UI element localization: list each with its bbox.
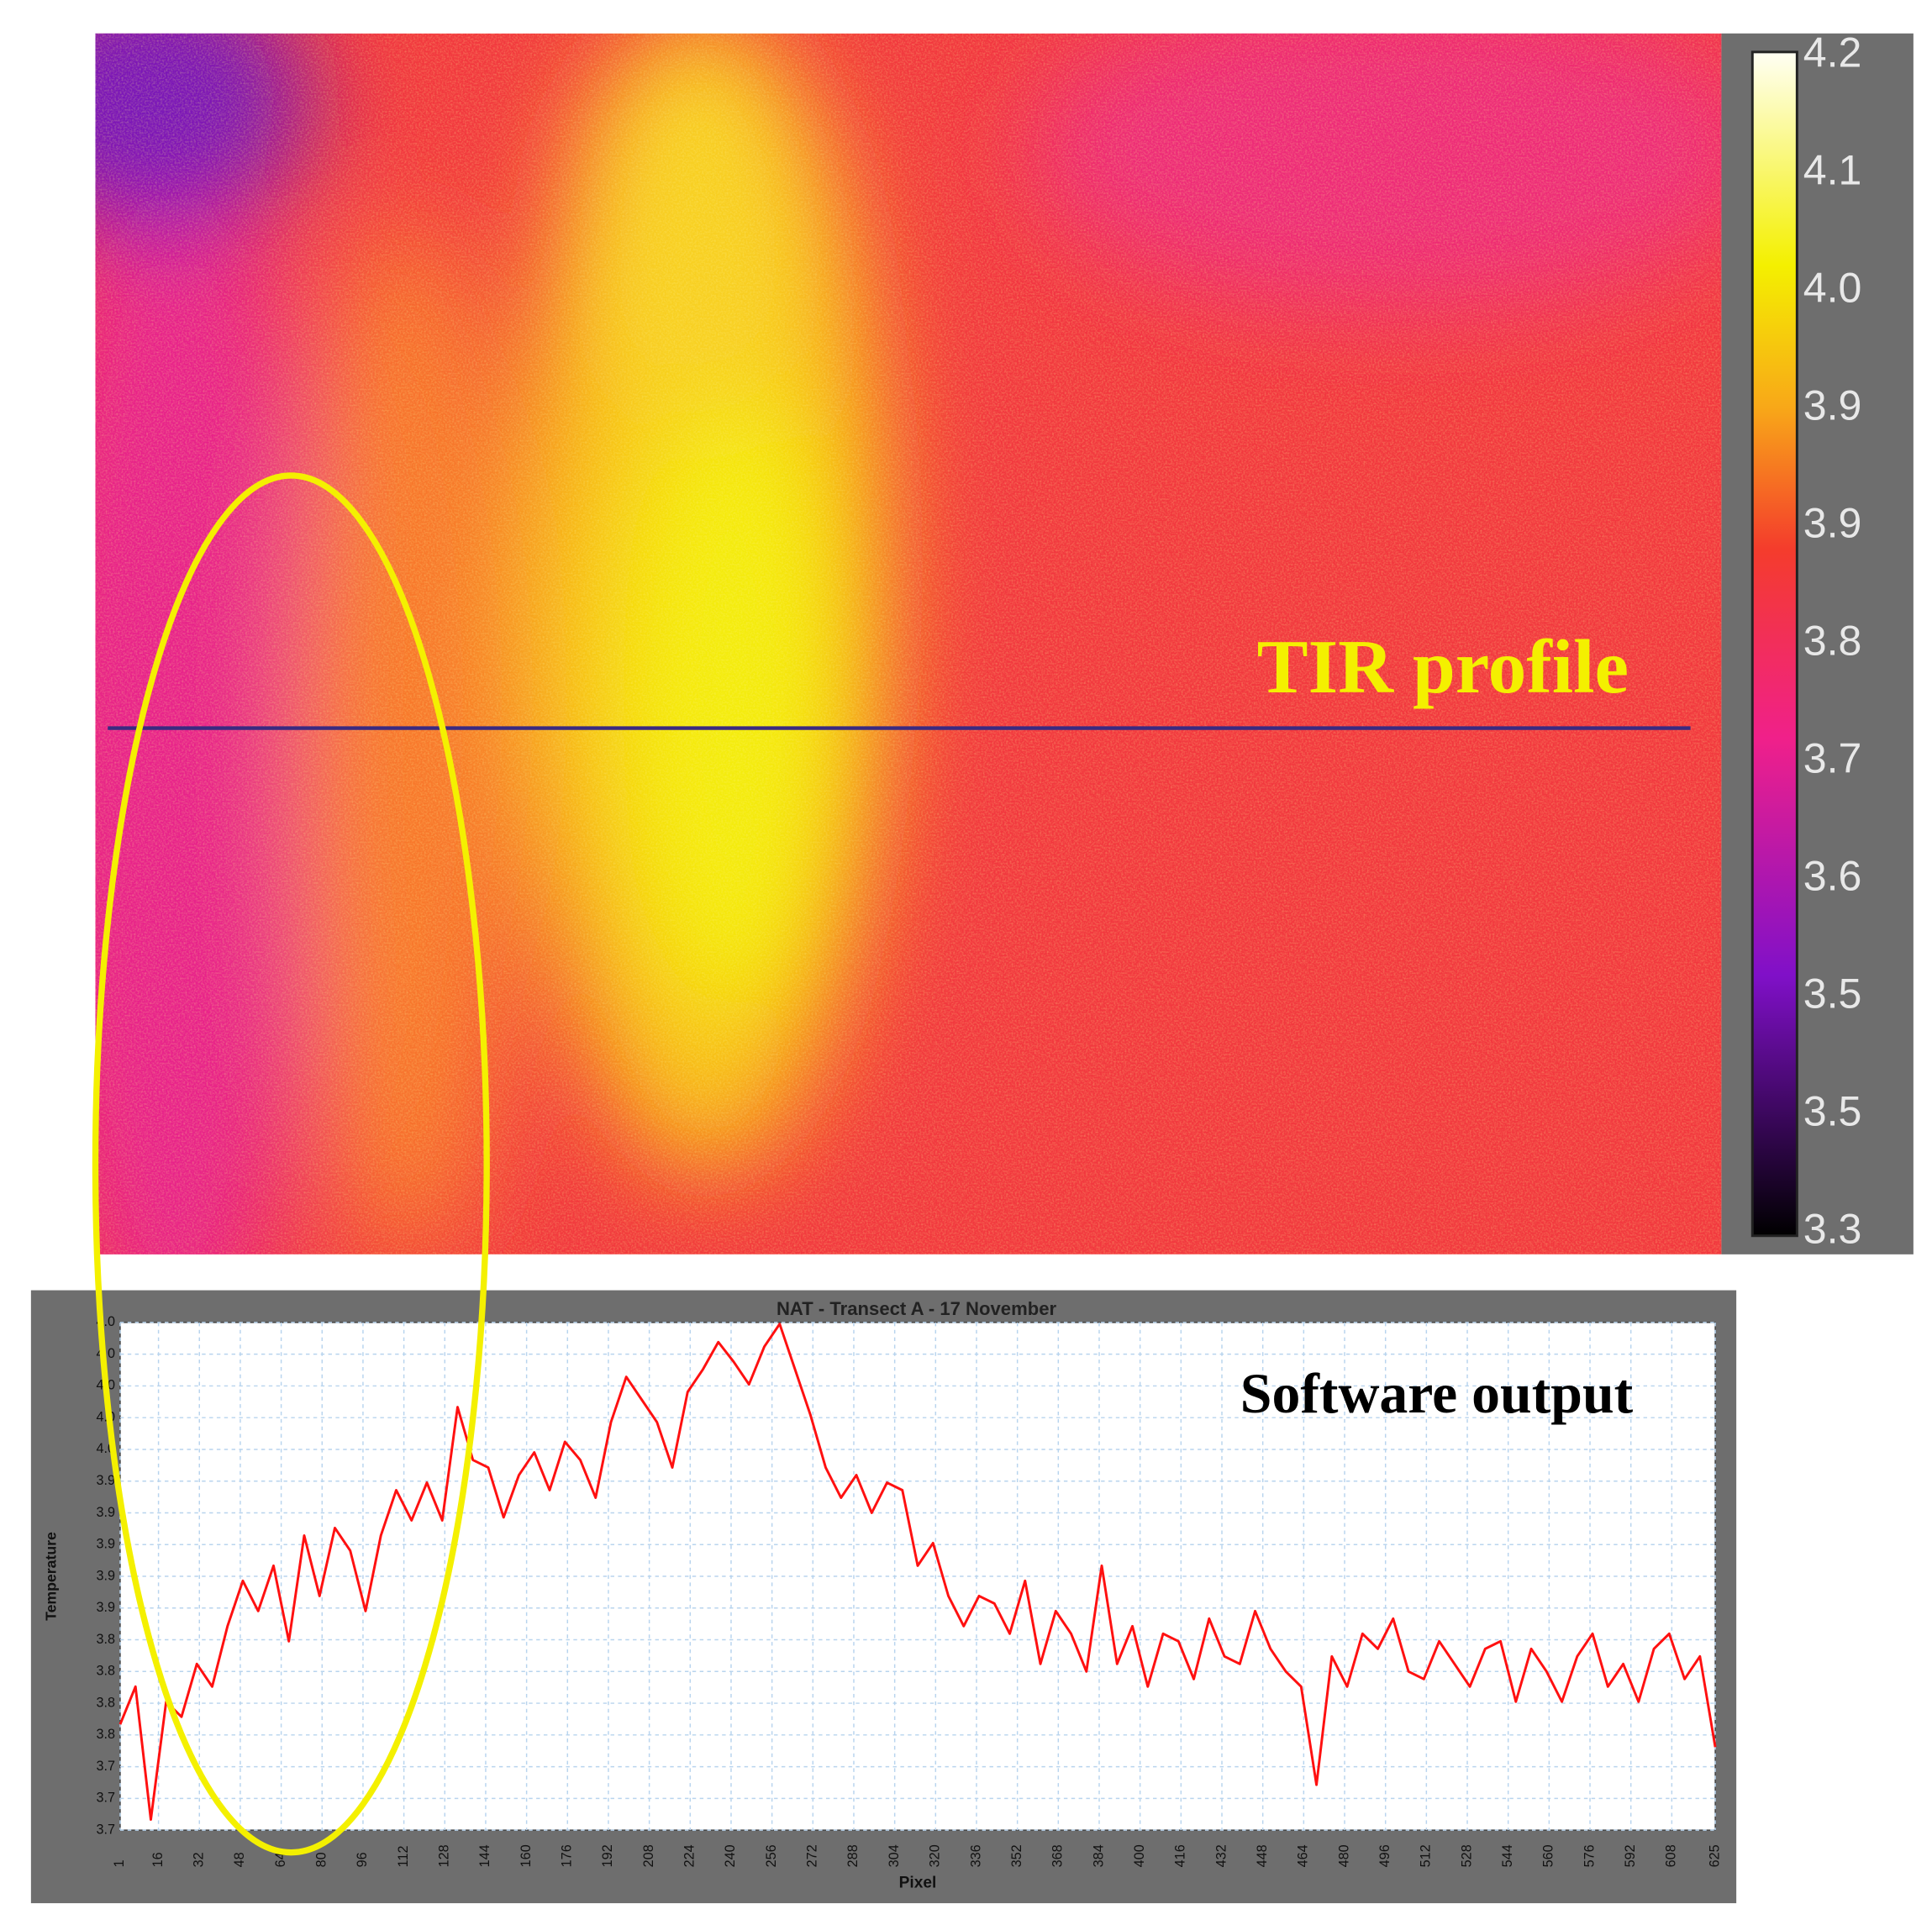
x-tick-label: 1 bbox=[112, 1859, 127, 1867]
colorbar-label: 3.9 bbox=[1803, 382, 1862, 429]
y-tick-label: 3.8 bbox=[97, 1695, 116, 1710]
x-tick-label: 625 bbox=[1707, 1844, 1722, 1867]
x-tick-label: 96 bbox=[355, 1852, 370, 1867]
x-tick-label: 576 bbox=[1582, 1844, 1597, 1867]
colorbar bbox=[1750, 50, 1798, 1238]
x-tick-label: 80 bbox=[314, 1852, 329, 1867]
x-tick-label: 352 bbox=[1009, 1844, 1024, 1867]
x-tick-label: 256 bbox=[764, 1844, 779, 1867]
colorbar-label: 3.3 bbox=[1803, 1206, 1862, 1253]
colorbar-label: 3.5 bbox=[1803, 970, 1862, 1018]
x-tick-label: 464 bbox=[1296, 1844, 1311, 1867]
x-tick-label: 400 bbox=[1132, 1844, 1147, 1867]
image-noise bbox=[95, 33, 1722, 1254]
colorbar-label: 3.5 bbox=[1803, 1088, 1862, 1135]
colorbar-label: 4.2 bbox=[1803, 29, 1862, 76]
x-tick-label: 304 bbox=[887, 1844, 902, 1867]
x-tick-label: 512 bbox=[1419, 1844, 1434, 1867]
x-tick-label: 176 bbox=[560, 1844, 575, 1867]
y-tick-label: 3.9 bbox=[97, 1568, 116, 1583]
y-tick-label: 3.9 bbox=[97, 1537, 116, 1552]
x-tick-label: 128 bbox=[437, 1844, 452, 1867]
colorbar-labels: 4.2 4.1 4.0 3.9 3.9 3.8 3.7 3.6 3.5 3.5 3.3 bbox=[1803, 29, 1862, 1253]
colorbar-label: 3.6 bbox=[1803, 853, 1862, 900]
chart-title: NAT - Transect A - 17 November bbox=[776, 1298, 1057, 1319]
x-tick-label: 608 bbox=[1664, 1844, 1679, 1867]
x-tick-label: 240 bbox=[723, 1844, 738, 1867]
colorbar-label: 3.7 bbox=[1803, 735, 1862, 782]
y-tick-label: 3.8 bbox=[97, 1664, 116, 1679]
x-tick-label: 320 bbox=[928, 1844, 943, 1867]
x-tick-label: 544 bbox=[1500, 1844, 1515, 1867]
colorbar-label: 4.0 bbox=[1803, 265, 1862, 312]
y-tick-label: 3.9 bbox=[97, 1505, 116, 1520]
x-tick-label: 480 bbox=[1336, 1844, 1351, 1867]
x-tick-label: 272 bbox=[805, 1844, 820, 1867]
y-tick-label: 3.7 bbox=[97, 1759, 116, 1774]
software-annotation: Software output bbox=[1240, 1362, 1634, 1425]
x-tick-label: 208 bbox=[641, 1844, 656, 1867]
x-tick-label: 160 bbox=[519, 1844, 534, 1867]
x-tick-label: 336 bbox=[968, 1844, 983, 1867]
x-tick-label: 560 bbox=[1541, 1844, 1556, 1867]
tir-annotation: TIR profile bbox=[1257, 624, 1629, 709]
y-tick-label: 3.7 bbox=[97, 1822, 116, 1837]
y-tick-label: 3.9 bbox=[97, 1600, 116, 1615]
colorbar-label: 3.8 bbox=[1803, 618, 1862, 665]
x-tick-label: 528 bbox=[1459, 1844, 1474, 1867]
x-axis-label: Pixel bbox=[899, 1875, 937, 1892]
y-tick-label: 3.8 bbox=[97, 1632, 116, 1647]
y-tick-label: 3.9 bbox=[97, 1473, 116, 1488]
x-tick-label: 416 bbox=[1173, 1844, 1188, 1867]
x-tick-label: 368 bbox=[1050, 1844, 1066, 1867]
x-tick-label: 48 bbox=[232, 1852, 247, 1867]
x-tick-label: 384 bbox=[1091, 1844, 1106, 1867]
x-tick-label: 192 bbox=[600, 1844, 615, 1867]
plot: 3.73.73.73.83.83.83.83.93.93.93.93.94.04… bbox=[97, 1314, 1723, 1867]
x-tick-label: 144 bbox=[477, 1844, 492, 1867]
x-tick-label: 64 bbox=[273, 1852, 288, 1867]
thermal-image: TIR profile bbox=[95, 33, 1722, 1254]
y-tick-label: 3.7 bbox=[97, 1791, 116, 1806]
y-tick-label: 3.8 bbox=[97, 1727, 116, 1742]
colorbar-label: 4.1 bbox=[1803, 147, 1862, 194]
x-tick-label: 496 bbox=[1377, 1844, 1392, 1867]
x-tick-label: 432 bbox=[1213, 1844, 1229, 1867]
x-tick-label: 112 bbox=[396, 1845, 411, 1867]
data-line bbox=[118, 1323, 1717, 1822]
x-tick-label: 16 bbox=[150, 1852, 166, 1867]
x-tick-label: 32 bbox=[192, 1852, 207, 1867]
x-tick-label: 224 bbox=[682, 1844, 698, 1867]
y-axis-label: Temperature bbox=[43, 1532, 60, 1621]
highlight-ellipse bbox=[92, 472, 490, 1856]
x-tick-label: 288 bbox=[845, 1844, 861, 1867]
x-tick-label: 592 bbox=[1623, 1844, 1638, 1867]
colorbar-label: 3.9 bbox=[1803, 500, 1862, 547]
x-tick-label: 448 bbox=[1255, 1844, 1270, 1867]
